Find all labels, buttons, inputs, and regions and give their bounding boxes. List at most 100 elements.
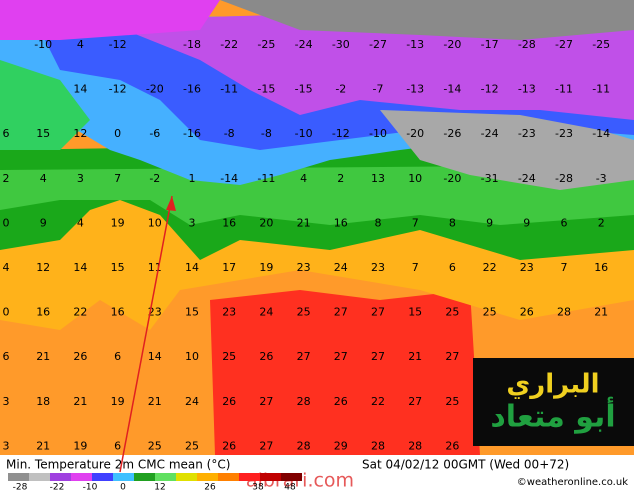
temp-label: 8: [375, 216, 382, 229]
footer: [0, 455, 634, 490]
temp-label: 23: [222, 306, 236, 319]
temp-label: 25: [483, 306, 497, 319]
temp-label: 10: [408, 172, 422, 185]
legend-label: 48: [284, 483, 296, 490]
legend-swatch: [71, 473, 92, 481]
legend-label: -22: [50, 483, 65, 490]
temp-label: 2: [337, 172, 344, 185]
temp-label: 27: [408, 395, 422, 408]
temp-label: 3: [77, 172, 84, 185]
temp-label: 3: [3, 395, 10, 408]
logo-line1: البراري: [506, 370, 599, 400]
temp-label: 0: [3, 216, 10, 229]
temp-label: 4: [40, 172, 47, 185]
temp-label: 21: [36, 439, 50, 452]
temp-label: 27: [259, 395, 273, 408]
temp-label: 4: [77, 38, 84, 51]
credit: ©weatheronline.co.uk: [517, 477, 628, 488]
temp-label: 9: [486, 216, 493, 229]
temp-label: -13: [406, 38, 424, 51]
temp-label: 28: [297, 439, 311, 452]
temp-label: -22: [220, 38, 238, 51]
temp-label: 4: [3, 261, 10, 274]
temp-label: 25: [445, 306, 459, 319]
temp-label: -14: [220, 172, 238, 185]
temp-label: 27: [371, 306, 385, 319]
temp-label: -14: [592, 127, 610, 140]
temp-label: 12: [73, 127, 87, 140]
temp-label: -8: [224, 127, 235, 140]
temp-label: 26: [222, 395, 236, 408]
temp-label: 27: [334, 350, 348, 363]
temp-label: -28: [518, 38, 536, 51]
temp-label: 20: [259, 216, 273, 229]
temp-label: 25: [297, 306, 311, 319]
legend-label: -28: [13, 483, 28, 490]
temp-label: -25: [257, 38, 275, 51]
temp-label: -16: [183, 127, 201, 140]
gray-top: [220, 0, 634, 40]
legend-swatch: [218, 473, 239, 481]
temp-label: 7: [561, 261, 568, 274]
temp-label: 4: [300, 172, 307, 185]
temp-label: -17: [481, 38, 499, 51]
legend-swatch: [134, 473, 155, 481]
legend-label: 38: [252, 483, 264, 490]
legend-swatch: [92, 473, 113, 481]
temp-label: -14: [443, 83, 461, 96]
temp-label: 25: [148, 439, 162, 452]
legend-swatch: [29, 473, 50, 481]
temp-label: -15: [257, 83, 275, 96]
temp-label: 7: [114, 172, 121, 185]
temp-label: -10: [295, 127, 313, 140]
temp-label: 9: [40, 216, 47, 229]
temp-label: 26: [445, 439, 459, 452]
temp-label: 26: [73, 350, 87, 363]
temp-label: -11: [555, 83, 573, 96]
temp-label: 28: [371, 439, 385, 452]
temp-label: -2: [335, 83, 346, 96]
temp-label: 25: [185, 439, 199, 452]
temp-label: 6: [561, 216, 568, 229]
temp-label: 6: [114, 350, 121, 363]
temp-label: 29: [334, 439, 348, 452]
temp-label: 7: [412, 261, 419, 274]
temp-label: 27: [371, 350, 385, 363]
temp-label: 7: [412, 216, 419, 229]
legend-swatch: [50, 473, 71, 481]
temp-label: 21: [36, 350, 50, 363]
temp-label: 28: [408, 439, 422, 452]
temp-label: -20: [443, 38, 461, 51]
temp-label: 1: [189, 172, 196, 185]
temp-label: -24: [481, 127, 499, 140]
temp-label: -11: [220, 83, 238, 96]
temp-label: 2: [3, 172, 10, 185]
temp-label: 25: [445, 395, 459, 408]
green-left: [0, 60, 90, 150]
temp-label: 0: [3, 306, 10, 319]
temp-label: -3: [596, 172, 607, 185]
logo-line2: أبو متعاد: [490, 397, 615, 435]
temp-label: 15: [408, 306, 422, 319]
legend-swatch: [260, 473, 281, 481]
temp-label: 4: [77, 216, 84, 229]
temp-label: 13: [371, 172, 385, 185]
temp-label: -13: [518, 83, 536, 96]
temp-label: -8: [261, 127, 272, 140]
temp-label: 19: [259, 261, 273, 274]
temp-label: 26: [520, 306, 534, 319]
temp-label: 16: [334, 216, 348, 229]
temp-label: 23: [371, 261, 385, 274]
temp-label: 19: [111, 216, 125, 229]
arrow-head: [166, 196, 176, 211]
temp-label: 27: [297, 350, 311, 363]
temp-label: -27: [555, 38, 573, 51]
temp-label: -10: [34, 38, 52, 51]
lightgreen-area: [0, 165, 634, 225]
temp-label: 22: [73, 306, 87, 319]
legend-swatch: [155, 473, 176, 481]
temp-label: -20: [406, 127, 424, 140]
temp-label: 23: [297, 261, 311, 274]
temp-label: -18: [183, 38, 201, 51]
temp-label: 10: [148, 216, 162, 229]
